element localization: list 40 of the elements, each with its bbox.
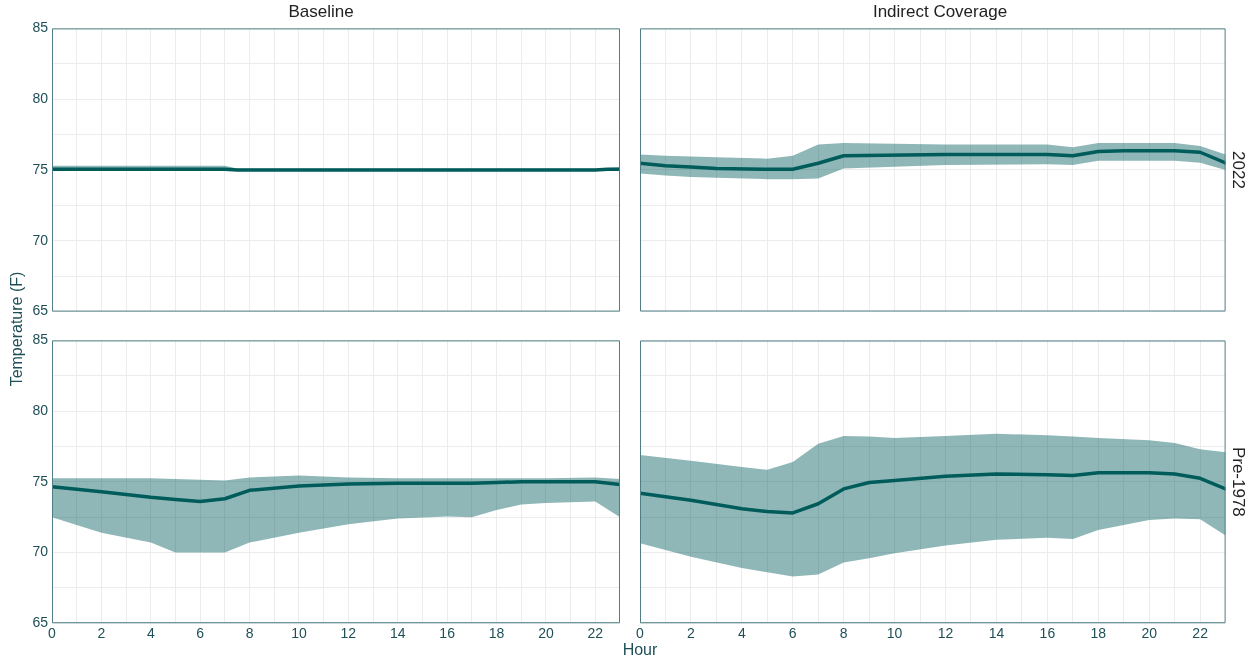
y-tick-label: 85 [32,331,49,348]
y-tick-label: 65 [32,302,49,319]
x-tick-label: 0 [48,625,57,642]
x-tick-label: 16 [1039,625,1056,642]
y-tick-label: 80 [32,90,49,107]
x-tick-label: 8 [839,625,848,642]
x-axis-title: Hour [621,641,659,659]
x-tick-label: 6 [788,625,797,642]
x-tick-label: 12 [340,625,357,642]
x-tick-label: 4 [737,625,746,642]
x-tick-label: 10 [886,625,903,642]
y-tick-label: 65 [32,614,49,631]
x-tick-label: 22 [587,625,604,642]
chart-title: Indirect Coverage [872,1,1008,21]
x-tick-label: 14 [389,625,406,642]
x-tick-label: 10 [291,625,307,642]
y-tick-label: 80 [32,401,49,418]
y-tick-label: 70 [32,231,49,248]
x-tick-label: 18 [488,625,505,642]
x-tick-label: 14 [988,625,1005,642]
x-tick-label: 20 [538,625,554,642]
y-tick-label: 85 [32,19,49,36]
x-tick-label: 4 [146,625,155,642]
x-tick-label: 18 [1090,625,1107,642]
x-tick-label: 2 [97,625,106,642]
x-tick-label: 12 [937,625,954,642]
x-tick-label: 2 [687,625,696,642]
y2-axis-title: 2022 [1229,151,1249,189]
x-tick-label: 6 [196,625,205,642]
y-tick-label: 75 [32,472,49,489]
y2-axis-title: Pre-1978 [1229,446,1249,517]
x-tick-label: 0 [636,625,645,642]
x-tick-label: 16 [439,625,456,642]
y-tick-label: 70 [32,543,49,560]
x-tick-label: 20 [1141,625,1158,642]
y-tick-label: 75 [32,160,49,177]
x-tick-label: 22 [1192,625,1209,642]
x-tick-label: 8 [245,625,254,642]
y-axis-title: Temperature (F) [8,270,26,389]
chart-title: Baseline [288,1,354,21]
